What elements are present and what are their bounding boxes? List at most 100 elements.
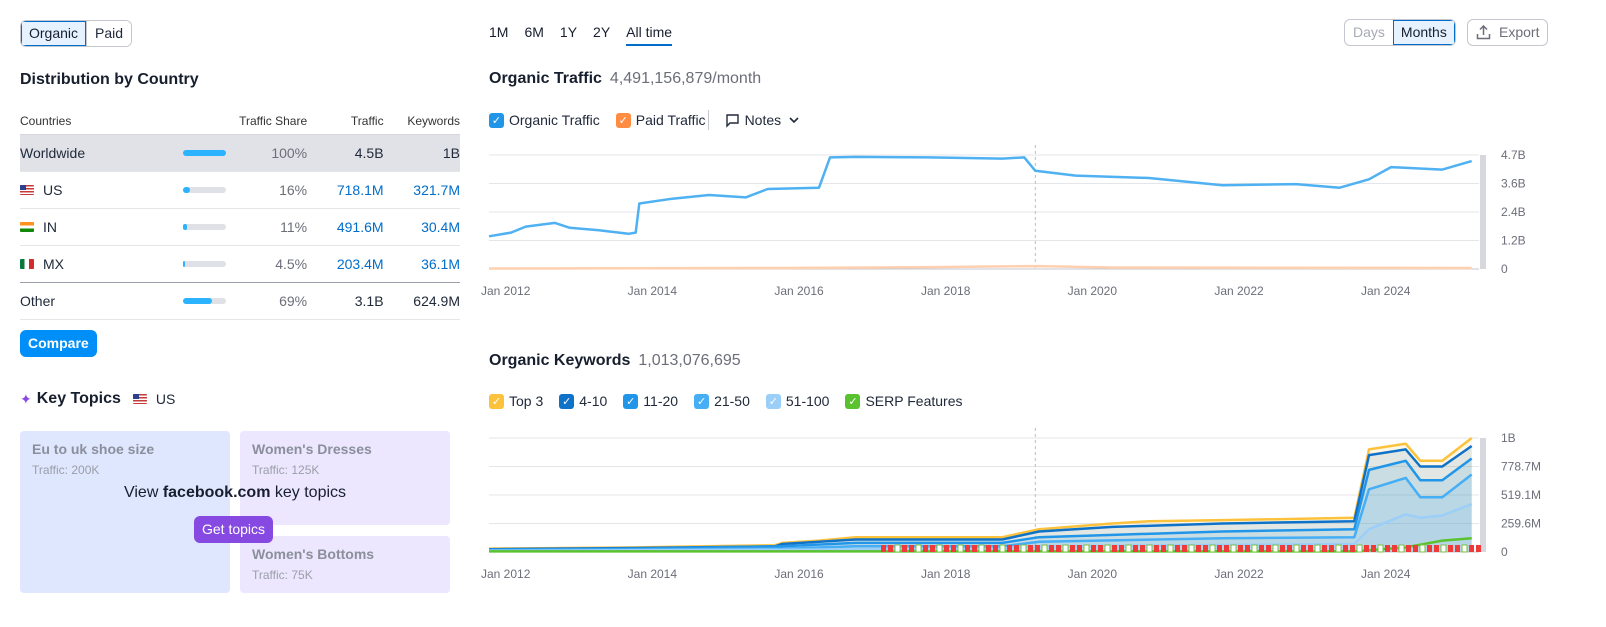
table-row-us[interactable]: US 16% 718.1M 321.7M	[20, 172, 460, 209]
legend-serp-features[interactable]: ✓ SERP Features	[845, 393, 962, 409]
serp-marker-icon	[1112, 545, 1117, 552]
keywords-chart-title: Organic Keywords	[489, 352, 631, 369]
y-tick-label: 0	[1501, 545, 1508, 559]
serp-marker-icon	[951, 545, 956, 552]
serp-marker-icon	[1028, 545, 1033, 552]
paid-toggle-button[interactable]: Paid	[86, 21, 132, 46]
overlay-prefix: View	[123, 484, 159, 501]
serp-marker-icon	[1343, 545, 1348, 552]
serp-marker-icon	[1371, 545, 1376, 552]
mexico-flag-icon	[20, 259, 34, 269]
checkbox-checked-icon: ✓	[615, 112, 631, 128]
legend-51-100[interactable]: ✓ 51-100	[765, 393, 829, 409]
serp-marker-icon	[1209, 544, 1216, 553]
us-flag-icon	[132, 394, 147, 404]
keywords-chart[interactable]: 0 259.6M 519.1M 778.7M 1B Jan 2012 Jan 2014 Jan…	[469, 428, 1549, 588]
traffic-link[interactable]: 491.6M	[336, 219, 384, 235]
legend-organic-traffic[interactable]: ✓ Organic Traffic	[489, 112, 600, 128]
legend-label: Top 3	[509, 393, 544, 409]
legend-4-10[interactable]: ✓ 4-10	[559, 393, 607, 409]
serp-marker-icon	[1266, 545, 1271, 552]
serp-marker-icon	[1329, 545, 1334, 552]
share-bar	[182, 187, 226, 193]
traffic-chart-value: 4,491,156,879/month	[609, 70, 762, 87]
traffic-chart-header: Organic Traffic 4,491,156,879/month	[489, 70, 761, 88]
topic-card: Women's Dresses Traffic: 125K	[240, 431, 450, 525]
serp-marker-icon	[1077, 545, 1082, 552]
serp-marker-icon	[888, 545, 893, 552]
topic-traffic: Traffic: 125K	[252, 463, 320, 477]
period-1y[interactable]: 1Y	[559, 24, 578, 40]
period-1m[interactable]: 1M	[489, 24, 509, 40]
share-bar-fill	[182, 224, 188, 230]
legend-paid-traffic[interactable]: ✓ Paid Traffic	[615, 112, 706, 128]
serp-marker-icon	[1133, 545, 1138, 552]
serp-marker-icon	[1161, 545, 1166, 552]
legend-top3[interactable]: ✓ Top 3	[489, 393, 543, 409]
export-button[interactable]: Export	[1467, 19, 1549, 46]
days-button[interactable]: Days	[1353, 24, 1385, 40]
y-tick-label: 259.6M	[1501, 517, 1541, 531]
table-row-other: Other 69% 3.1B 624.9M	[20, 283, 460, 320]
period-6m[interactable]: 6M	[524, 24, 544, 40]
serp-marker-icon	[1020, 544, 1027, 553]
legend-label: Organic Traffic	[509, 112, 600, 128]
serp-marker-icon	[1406, 545, 1411, 552]
col-traffic: Traffic	[350, 113, 384, 128]
serp-marker-icon	[1434, 545, 1439, 552]
keywords-value: 1B	[442, 145, 460, 161]
serp-marker-icon	[972, 545, 977, 552]
traffic-share: 11%	[280, 219, 308, 235]
serp-marker-icon	[1280, 545, 1285, 552]
key-topics-country[interactable]: US	[132, 391, 175, 407]
country-name: IN	[43, 219, 57, 235]
compare-button[interactable]: Compare	[20, 330, 97, 357]
legend-label: 4-10	[579, 393, 608, 409]
serp-marker-icon	[1392, 545, 1397, 552]
serp-marker-icon	[1272, 544, 1279, 553]
notes-dropdown[interactable]: Notes	[725, 112, 802, 128]
serp-marker-icon	[881, 545, 886, 552]
keywords-link[interactable]: 30.4M	[421, 219, 460, 235]
keywords-link[interactable]: 36.1M	[421, 256, 460, 272]
traffic-value: 3.1B	[354, 293, 384, 309]
serp-marker-icon	[1188, 544, 1195, 553]
table-row-mx[interactable]: MX 4.5% 203.4M 36.1M	[20, 246, 460, 283]
table-row-in[interactable]: IN 11% 491.6M 30.4M	[20, 209, 460, 246]
topic-traffic: Traffic: 200K	[32, 463, 100, 477]
granularity-toggle: Days Months	[1344, 19, 1456, 46]
x-tick-label: Jan 2020	[1068, 284, 1118, 298]
period-all-time[interactable]: All time	[626, 24, 673, 46]
x-tick-label: Jan 2012	[481, 567, 531, 581]
traffic-link[interactable]: 203.4M	[336, 256, 384, 272]
serp-marker-icon	[965, 545, 970, 552]
serp-marker-icon	[1230, 544, 1237, 553]
topic-traffic: Traffic: 75K	[252, 568, 313, 582]
period-2y[interactable]: 2Y	[593, 24, 611, 40]
serp-marker-icon	[1314, 544, 1321, 553]
series-area	[489, 474, 1472, 552]
legend-label: SERP Features	[865, 393, 963, 409]
series-line	[488, 457, 1473, 551]
legend-21-50[interactable]: ✓ 21-50	[694, 393, 750, 409]
serp-marker-icon	[936, 544, 943, 553]
serp-marker-icon	[1175, 545, 1180, 552]
table-row-worldwide[interactable]: Worldwide 100% 4.5B 1B	[20, 135, 460, 172]
x-tick-label: Jan 2018	[921, 567, 971, 581]
keywords-link[interactable]: 321.7M	[413, 182, 460, 198]
traffic-chart[interactable]: 0 1.2B 2.4B 3.6B 4.7B Jan 2012 Jan 2014 Jan 201…	[469, 145, 1549, 305]
months-button[interactable]: Months	[1392, 20, 1455, 45]
legend-11-20[interactable]: ✓ 11-20	[623, 393, 678, 409]
traffic-link[interactable]: 718.1M	[336, 182, 384, 198]
topic-title: Women's Bottoms	[252, 546, 375, 562]
organic-toggle-button[interactable]: Organic	[21, 21, 87, 46]
get-topics-button[interactable]: Get topics	[194, 516, 274, 543]
x-tick-label: Jan 2016	[774, 567, 824, 581]
serp-marker-icon	[957, 544, 964, 553]
distribution-title: Distribution by Country	[20, 71, 199, 88]
serp-marker-icon	[1245, 545, 1250, 552]
series-line	[488, 264, 1472, 270]
legend-label: Paid Traffic	[635, 112, 706, 128]
serp-marker-icon	[1427, 545, 1432, 552]
traffic-share: 100%	[271, 145, 308, 161]
